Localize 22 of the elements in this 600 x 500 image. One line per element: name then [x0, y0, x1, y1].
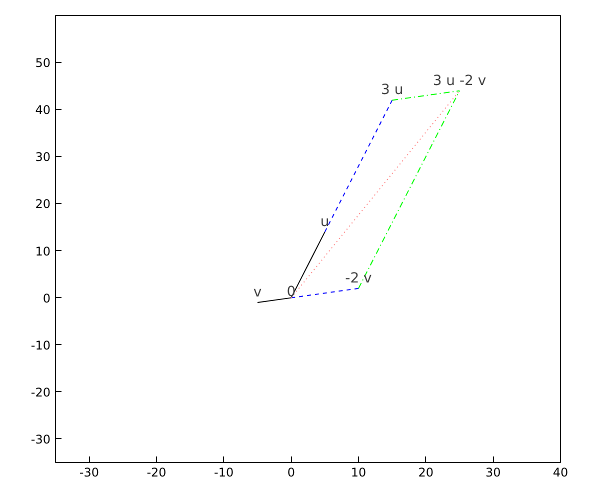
annotation: 3 u: [381, 82, 404, 98]
y-tick-label: 10: [35, 244, 51, 258]
y-tick-label: -10: [30, 338, 51, 352]
x-tick-label: 30: [486, 466, 501, 480]
x-tick-label: 10: [350, 466, 366, 480]
y-tick-label: 30: [35, 150, 51, 164]
x-tick-label: -20: [146, 466, 166, 480]
annotation: -2 v: [345, 270, 372, 286]
annotation: u: [320, 214, 330, 230]
x-tick-label: -30: [79, 466, 99, 480]
x-tick-label: 0: [287, 466, 295, 480]
x-tick-label: 20: [418, 466, 434, 480]
y-tick-label: -20: [30, 385, 51, 400]
y-tick-label: 0: [42, 291, 51, 306]
y-tick-label: 50: [35, 56, 51, 70]
annotation: v: [253, 284, 262, 301]
y-tick-label: 20: [35, 197, 51, 212]
x-tick-label: 40: [552, 466, 568, 480]
x-tick-label: -10: [214, 466, 234, 480]
annotation: 3 u -2 v: [432, 72, 486, 89]
y-tick-label: 40: [35, 103, 51, 118]
y-tick-label: -30: [30, 432, 51, 446]
